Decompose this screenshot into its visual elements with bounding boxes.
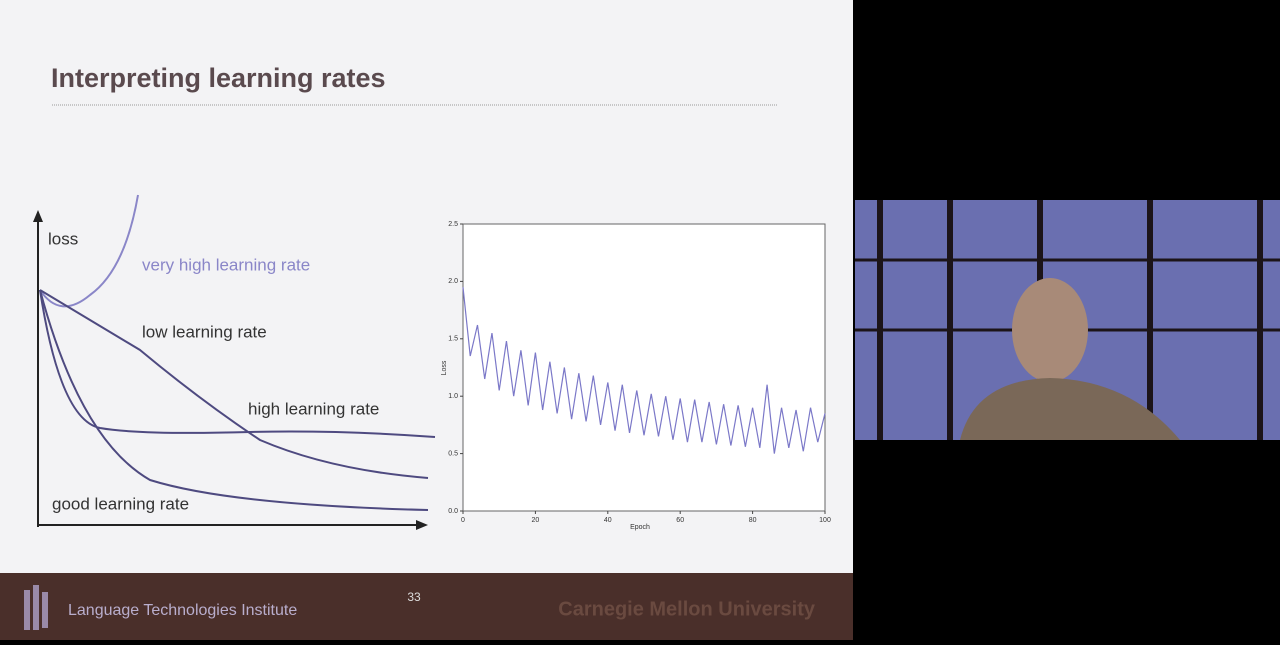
x-tick-label: 60: [676, 517, 684, 524]
curve-label: very high learning rate: [142, 255, 310, 274]
y-tick-label: 2.5: [448, 221, 458, 228]
curve-good: [39, 289, 429, 511]
curve-high: [39, 289, 436, 438]
slide-title: Interpreting learning rates: [51, 63, 386, 93]
arrow: [416, 520, 428, 530]
x-tick-label: 40: [604, 517, 612, 524]
plot-frame: [462, 223, 826, 512]
page-number: 33: [407, 590, 421, 604]
x-tick-label: 100: [819, 517, 831, 524]
curve-very-high: [39, 194, 139, 308]
footer-university: Carnegie Mellon University: [558, 598, 816, 620]
y-tick-label: 1.5: [448, 336, 458, 343]
y-tick-label: 0.5: [448, 450, 458, 457]
y-tick-label: 0.0: [448, 508, 458, 515]
footer-bar: [0, 573, 853, 640]
curve-label: low learning rate: [142, 322, 267, 341]
logo: [24, 585, 48, 630]
curve-label: good learning rate: [52, 494, 189, 513]
curve-low: [39, 289, 429, 479]
loss-line: [462, 287, 826, 454]
x-tick-label: 0: [461, 517, 465, 524]
sketch: [33, 194, 436, 530]
x-tick-label: 20: [532, 517, 540, 524]
arrow: [33, 210, 43, 222]
sketch-axis-label: loss: [48, 229, 78, 248]
footer-institute: Language Technologies Institute: [68, 602, 297, 619]
x-tick-label: 80: [749, 517, 757, 524]
x-axis-label: Epoch: [630, 524, 650, 531]
webcam-feed: [855, 200, 1280, 440]
curve-label: high learning rate: [248, 399, 379, 418]
y-tick-label: 1.0: [448, 393, 458, 400]
y-tick-label: 2.0: [448, 278, 458, 285]
y-axis-label: Loss: [441, 360, 448, 375]
